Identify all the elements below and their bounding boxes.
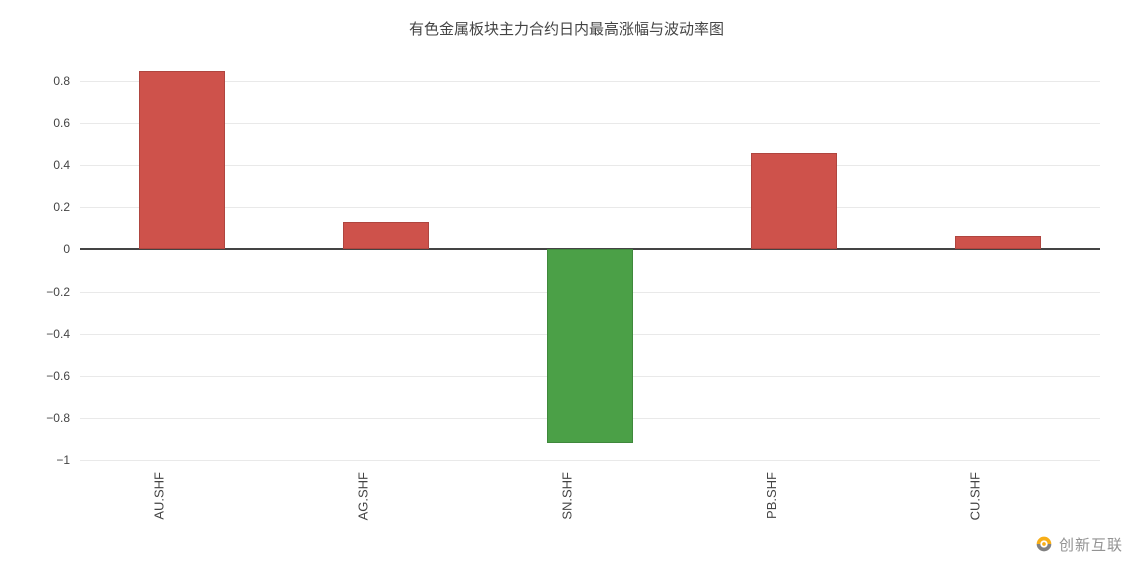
x-tick-label: CU.SHF — [965, 472, 982, 520]
x-tick-label: SN.SHF — [558, 472, 575, 520]
y-tick-label: 0.8 — [53, 74, 80, 88]
chart-title: 有色金属板块主力合约日内最高涨幅与波动率图 — [0, 18, 1133, 39]
x-tick-label: PB.SHF — [762, 472, 779, 519]
bar — [139, 71, 225, 250]
x-tick-label: AG.SHF — [353, 472, 370, 520]
y-tick-label: −0.2 — [46, 285, 80, 299]
watermark-text: 创新互联 — [1059, 534, 1123, 555]
grid-line — [80, 207, 1100, 208]
y-tick-label: 0.4 — [53, 158, 80, 172]
watermark: 创新互联 — [1033, 533, 1123, 555]
grid-line — [80, 123, 1100, 124]
x-tick-label: AU.SHF — [150, 472, 167, 520]
y-tick-label: 0.6 — [53, 116, 80, 130]
y-tick-label: −0.8 — [46, 411, 80, 425]
y-tick-label: −0.4 — [46, 327, 80, 341]
grid-line — [80, 81, 1100, 82]
y-tick-label: −0.6 — [46, 369, 80, 383]
logo-icon — [1033, 533, 1055, 555]
y-tick-label: 0.2 — [53, 200, 80, 214]
y-tick-label: 0 — [63, 242, 80, 256]
bar — [547, 249, 633, 443]
grid-line — [80, 460, 1100, 461]
y-tick-label: −1 — [56, 453, 80, 467]
grid-line — [80, 165, 1100, 166]
bar — [751, 153, 837, 250]
bar — [955, 236, 1041, 250]
bar — [343, 222, 429, 249]
chart-container: 有色金属板块主力合约日内最高涨幅与波动率图 −1−0.8−0.6−0.4−0.2… — [0, 0, 1133, 561]
plot-area: −1−0.8−0.6−0.4−0.200.20.40.60.8AU.SHFAG.… — [80, 60, 1100, 460]
